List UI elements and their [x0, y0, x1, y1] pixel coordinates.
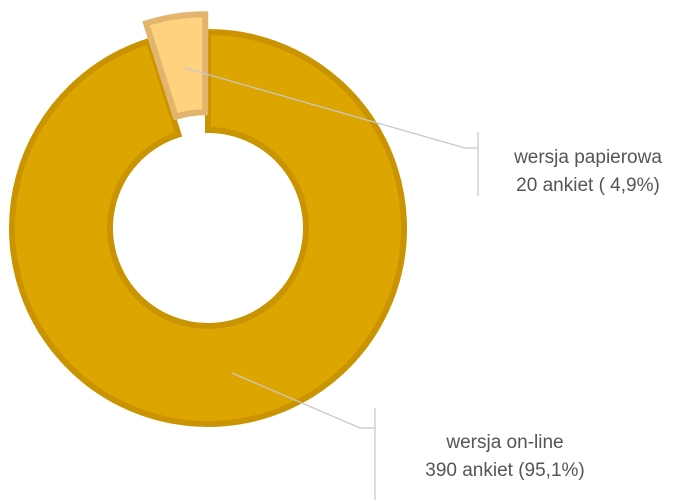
label-online-line2: 390 ankiet (95,1%) — [425, 460, 585, 481]
slice-wersja-papierowa — [142, 11, 209, 121]
label-online-line1: wersja on-line — [445, 432, 563, 453]
leader-line-papierowa — [184, 67, 478, 149]
labels-group: wersja papierowa 20 ankiet ( 4,9%) wersj… — [425, 147, 662, 481]
leader-lines-group — [184, 67, 479, 500]
label-paper-line2: 20 ankiet ( 4,9%) — [516, 175, 660, 196]
leader-line-online — [231, 372, 375, 429]
slice-wersja-online — [9, 28, 407, 427]
label-paper-line1: wersja papierowa — [513, 147, 662, 168]
slices-group — [9, 11, 407, 427]
